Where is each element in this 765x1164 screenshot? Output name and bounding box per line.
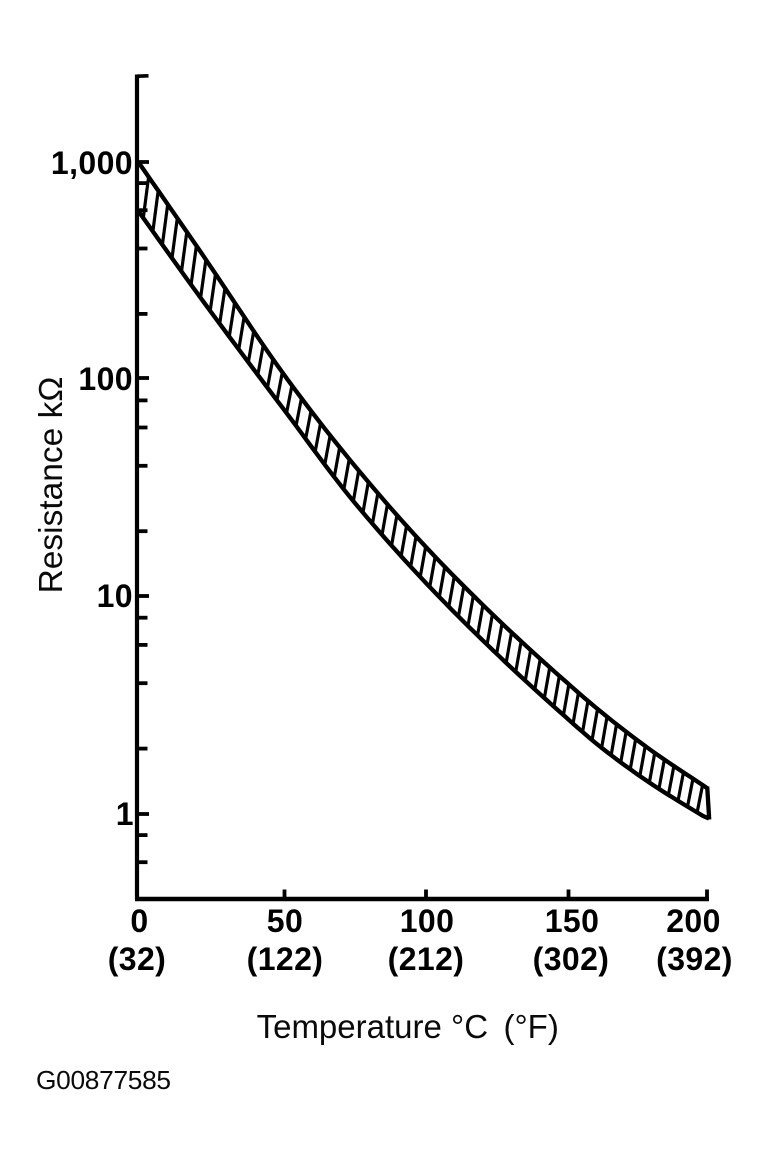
svg-text:(212): (212) xyxy=(388,941,465,977)
svg-text:(32): (32) xyxy=(108,941,167,977)
svg-text:(392): (392) xyxy=(656,941,733,977)
svg-text:Temperature °C: Temperature °C xyxy=(257,1008,488,1045)
svg-text:200: 200 xyxy=(666,903,721,939)
svg-text:50: 50 xyxy=(267,903,303,939)
svg-text:150: 150 xyxy=(545,903,600,939)
svg-text:G00877585: G00877585 xyxy=(36,1065,171,1095)
svg-text:Resistance kΩ: Resistance kΩ xyxy=(33,377,70,594)
svg-text:(302): (302) xyxy=(533,941,610,977)
svg-text:1,000: 1,000 xyxy=(51,145,133,181)
svg-text:100: 100 xyxy=(400,903,455,939)
svg-text:0: 0 xyxy=(130,903,148,939)
svg-text:(°F): (°F) xyxy=(504,1008,559,1045)
svg-text:100: 100 xyxy=(78,361,133,397)
svg-text:(122): (122) xyxy=(247,941,324,977)
svg-text:1: 1 xyxy=(116,796,134,832)
svg-text:10: 10 xyxy=(97,578,133,614)
